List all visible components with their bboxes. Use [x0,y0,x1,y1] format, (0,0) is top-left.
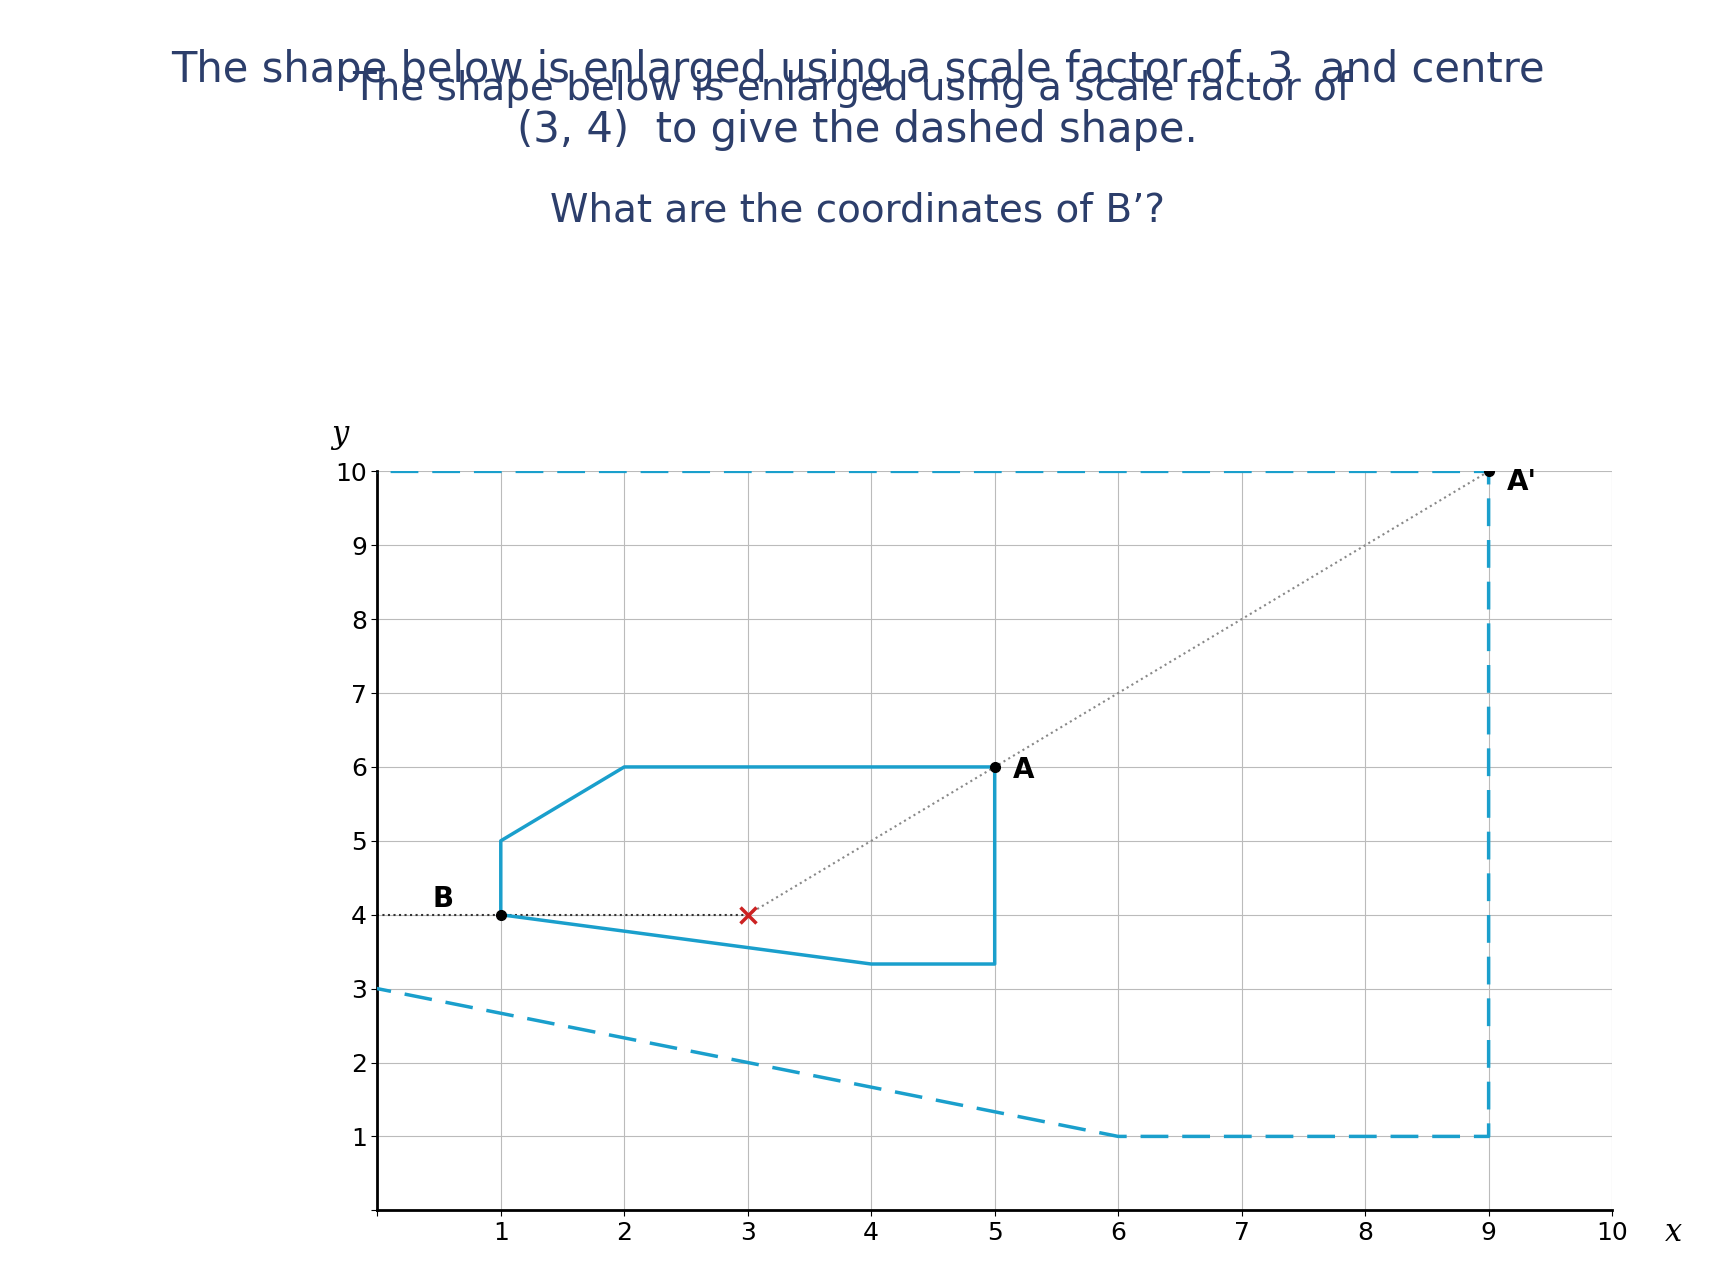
Text: A: A [1013,755,1034,784]
Text: (3, 4)  to give the dashed shape.: (3, 4) to give the dashed shape. [518,110,1196,150]
Text: y: y [331,419,348,450]
Text: What are the coordinates of B’?: What are the coordinates of B’? [550,191,1164,229]
Text: A': A' [1507,468,1536,496]
Text: x: x [1664,1217,1681,1249]
Text: The shape below is enlarged using a scale factor of  3  and centre: The shape below is enlarged using a scal… [171,50,1543,90]
Text: B: B [432,885,454,913]
Text: The shape below is enlarged using a scale factor of: The shape below is enlarged using a scal… [351,70,1363,108]
